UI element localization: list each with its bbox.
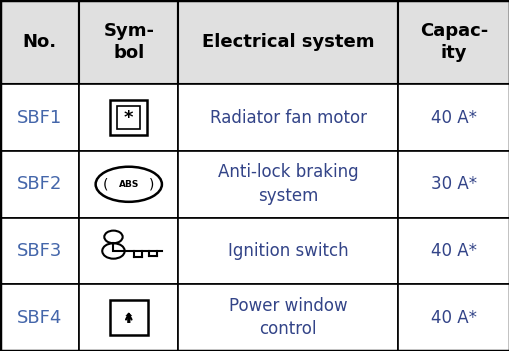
Bar	[110, 100, 147, 135]
Bar	[79, 284, 178, 351]
Bar	[178, 151, 397, 218]
Text: Power window
control: Power window control	[229, 297, 347, 338]
Text: Sym-
bol: Sym- bol	[103, 22, 154, 62]
Bar	[0, 218, 79, 284]
Text: SBF3: SBF3	[17, 242, 62, 260]
Text: Ignition switch: Ignition switch	[228, 242, 348, 260]
Text: 40 A*: 40 A*	[430, 108, 476, 127]
Bar	[397, 218, 509, 284]
Bar	[178, 284, 397, 351]
Text: ⬆: ⬆	[123, 312, 134, 326]
Bar	[117, 106, 140, 129]
Bar	[397, 284, 509, 351]
Bar	[178, 0, 397, 84]
Text: SBF1: SBF1	[17, 108, 62, 127]
Bar	[178, 84, 397, 151]
Text: ): )	[149, 177, 154, 191]
Text: *: *	[124, 108, 133, 127]
Bar	[397, 151, 509, 218]
Bar	[109, 300, 148, 335]
Bar	[79, 84, 178, 151]
Bar	[0, 0, 79, 84]
Text: SBF4: SBF4	[17, 309, 62, 327]
Bar	[178, 218, 397, 284]
Bar	[397, 0, 509, 84]
Text: Radiator fan motor: Radiator fan motor	[209, 108, 366, 127]
Text: Anti-lock braking
system: Anti-lock braking system	[217, 164, 358, 205]
Text: 40 A*: 40 A*	[430, 309, 476, 327]
Bar	[79, 151, 178, 218]
Text: 40 A*: 40 A*	[430, 242, 476, 260]
Bar	[79, 0, 178, 84]
Bar	[397, 84, 509, 151]
Text: Electrical system: Electrical system	[202, 33, 374, 51]
Text: (: (	[103, 177, 108, 191]
Text: SBF2: SBF2	[17, 175, 62, 193]
Text: 30 A*: 30 A*	[430, 175, 476, 193]
Bar	[0, 84, 79, 151]
Bar	[79, 218, 178, 284]
Text: ABS: ABS	[119, 180, 138, 189]
Text: Capac-
ity: Capac- ity	[419, 22, 487, 62]
Text: No.: No.	[22, 33, 56, 51]
Bar	[0, 284, 79, 351]
Bar	[0, 151, 79, 218]
